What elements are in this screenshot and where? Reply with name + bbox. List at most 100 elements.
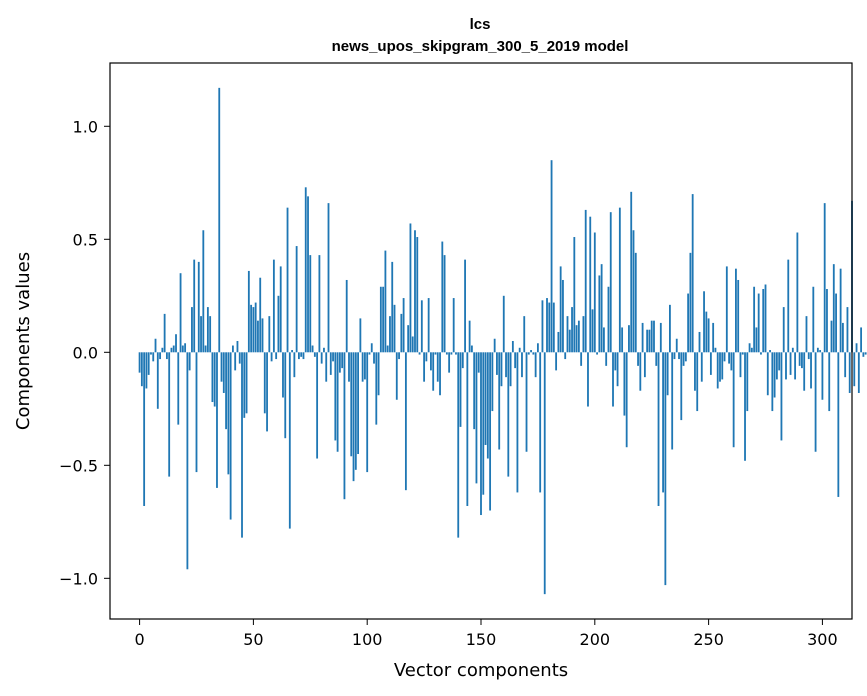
- bar: [791, 347, 794, 353]
- y-tick-label: 1.0: [73, 117, 98, 136]
- bar: [500, 352, 503, 387]
- bar: [643, 352, 646, 378]
- bar: [659, 322, 662, 353]
- bar: [298, 352, 300, 360]
- bar: [232, 345, 234, 353]
- bar: [532, 352, 535, 355]
- bar: [393, 304, 396, 353]
- bar: [468, 320, 471, 353]
- bar: [723, 352, 726, 362]
- bar: [728, 352, 730, 364]
- bar: [828, 352, 831, 412]
- bar: [227, 352, 230, 475]
- bar: [275, 352, 278, 360]
- bar: [814, 352, 817, 452]
- bar: [211, 352, 214, 403]
- bar: [855, 343, 858, 353]
- bar: [830, 320, 833, 353]
- bar: [229, 352, 232, 520]
- bar: [195, 352, 198, 473]
- bar: [714, 347, 717, 353]
- bar: [448, 352, 451, 373]
- bar: [725, 266, 728, 353]
- bar: [648, 329, 651, 353]
- bar: [641, 322, 644, 353]
- bar: [760, 352, 762, 355]
- bar: [466, 352, 469, 506]
- bar: [580, 352, 583, 366]
- bar: [853, 352, 856, 387]
- bar: [766, 352, 769, 396]
- bar: [719, 352, 721, 382]
- bar: [732, 352, 735, 448]
- bar: [689, 252, 692, 353]
- bar: [204, 345, 207, 353]
- bar: [389, 316, 391, 353]
- bar: [154, 338, 157, 353]
- bar: [737, 279, 740, 353]
- bar: [826, 289, 828, 353]
- bar: [282, 352, 284, 398]
- bar: [864, 352, 867, 355]
- y-tick-label: 0.0: [73, 343, 98, 362]
- bar: [541, 300, 544, 353]
- bar: [575, 325, 578, 353]
- bar: [716, 352, 719, 389]
- bar: [364, 352, 366, 380]
- bar: [252, 307, 255, 353]
- bar: [700, 352, 703, 382]
- bar: [161, 347, 164, 353]
- chart-title: lcs: [470, 16, 491, 33]
- bar: [557, 331, 560, 353]
- bar: [507, 352, 510, 477]
- bar: [236, 341, 239, 353]
- y-axis-ticks: −1.0 −0.5 0.0 0.5 1.0: [59, 117, 110, 588]
- bar: [628, 325, 630, 353]
- bar: [452, 298, 455, 353]
- bar: [450, 352, 453, 355]
- bar: [286, 207, 289, 353]
- bar: [509, 352, 512, 387]
- bar: [477, 352, 480, 373]
- x-tick-label: 100: [352, 630, 383, 649]
- bar: [272, 259, 275, 353]
- bar: [794, 352, 797, 380]
- bar: [218, 87, 221, 353]
- bar: [630, 191, 633, 353]
- bar: [559, 266, 562, 353]
- bar: [684, 352, 687, 362]
- bar: [475, 352, 478, 484]
- bar: [191, 307, 193, 353]
- bar: [302, 352, 305, 360]
- bar: [662, 352, 664, 493]
- bar: [502, 295, 505, 353]
- bar: [782, 307, 785, 353]
- bar: [241, 352, 243, 538]
- bar: [307, 196, 309, 353]
- bar: [268, 316, 271, 353]
- bar: [812, 286, 815, 353]
- bar: [757, 293, 760, 353]
- bar: [707, 318, 710, 353]
- bar: [188, 352, 191, 371]
- bar: [764, 284, 767, 353]
- bar: [206, 307, 209, 353]
- bar: [696, 352, 699, 412]
- bar: [773, 352, 776, 398]
- bar: [177, 352, 180, 425]
- bar: [769, 350, 771, 353]
- bar: [338, 352, 341, 373]
- bar: [357, 352, 359, 455]
- bar: [678, 352, 680, 360]
- bar: [482, 352, 485, 495]
- bar: [819, 350, 822, 353]
- bar: [621, 327, 624, 353]
- bar: [243, 352, 246, 418]
- bar: [593, 232, 596, 353]
- bar: [798, 352, 801, 366]
- bar: [534, 352, 537, 378]
- bar: [459, 352, 462, 427]
- bar: [653, 320, 655, 353]
- bar: [216, 352, 218, 488]
- plot-frame: [109, 62, 853, 620]
